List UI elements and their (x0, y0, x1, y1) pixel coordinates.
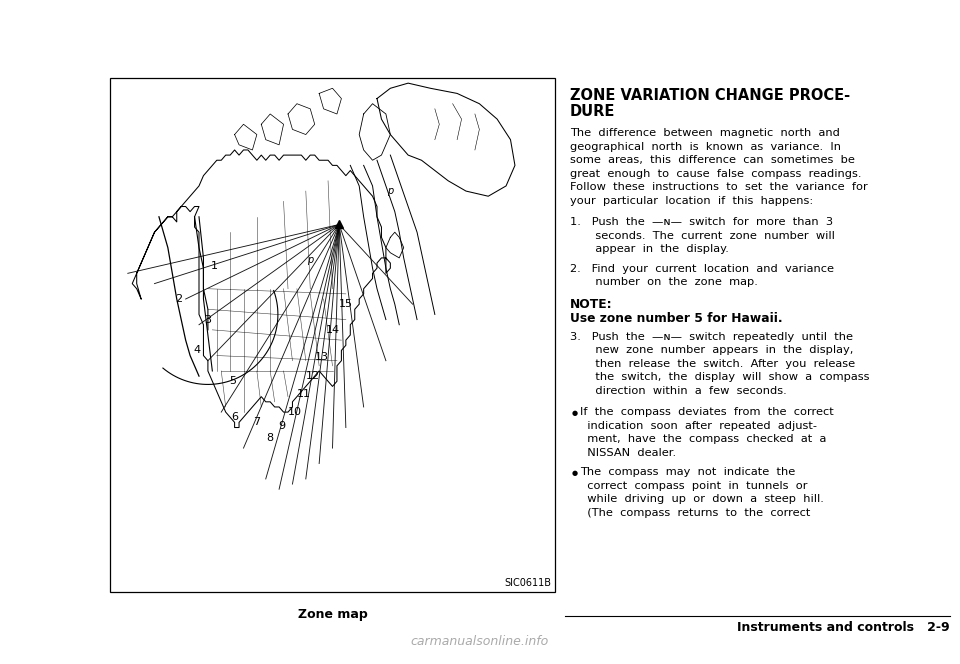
Text: 15: 15 (339, 299, 353, 309)
Text: DURE: DURE (570, 104, 615, 119)
Text: ●: ● (572, 470, 578, 476)
Text: 2: 2 (176, 294, 182, 304)
Text: 11: 11 (297, 389, 311, 399)
Text: Instruments and controls   2-9: Instruments and controls 2-9 (737, 621, 950, 634)
Text: If  the  compass  deviates  from  the  correct
  indication  soon  after  repeat: If the compass deviates from the correct… (580, 407, 833, 457)
Text: 7: 7 (253, 418, 260, 428)
Text: The  compass  may  not  indicate  the
  correct  compass  point  in  tunnels  or: The compass may not indicate the correct… (580, 467, 824, 518)
Text: 12: 12 (305, 371, 320, 381)
Text: The  difference  between  magnetic  north  and
geographical  north  is  known  a: The difference between magnetic north an… (570, 128, 868, 206)
Text: carmanualsonline.info: carmanualsonline.info (411, 635, 549, 648)
Text: ●: ● (572, 410, 578, 416)
Text: 9: 9 (277, 422, 285, 432)
Text: 1: 1 (211, 260, 218, 271)
Text: Zone map: Zone map (298, 608, 368, 621)
Text: 13: 13 (314, 352, 328, 362)
Text: ZONE VARIATION CHANGE PROCE-: ZONE VARIATION CHANGE PROCE- (570, 88, 851, 103)
Text: 5: 5 (228, 376, 236, 386)
Text: 8: 8 (267, 433, 274, 443)
Bar (110, 78, 555, 592)
Text: Use zone number 5 for Hawaii.: Use zone number 5 for Hawaii. (570, 312, 782, 325)
Text: 1.   Push  the  —ɴ—  switch  for  more  than  3
       seconds.  The  current  z: 1. Push the —ɴ— switch for more than 3 s… (570, 217, 835, 254)
Text: 3.   Push  the  —ɴ—  switch  repeatedly  until  the
       new  zone  number  ap: 3. Push the —ɴ— switch repeatedly until … (570, 331, 870, 396)
Text: 14: 14 (325, 325, 340, 335)
Text: p: p (307, 256, 313, 266)
Text: SIC0611B: SIC0611B (504, 578, 551, 588)
Text: p: p (387, 186, 394, 196)
Text: 6: 6 (231, 412, 238, 422)
Text: 2.   Find  your  current  location  and  variance
       number  on  the  zone  : 2. Find your current location and varian… (570, 264, 834, 287)
Text: 10: 10 (288, 407, 301, 417)
Text: 4: 4 (193, 345, 201, 355)
Text: NOTE:: NOTE: (570, 299, 612, 311)
Text: 3: 3 (204, 315, 211, 325)
